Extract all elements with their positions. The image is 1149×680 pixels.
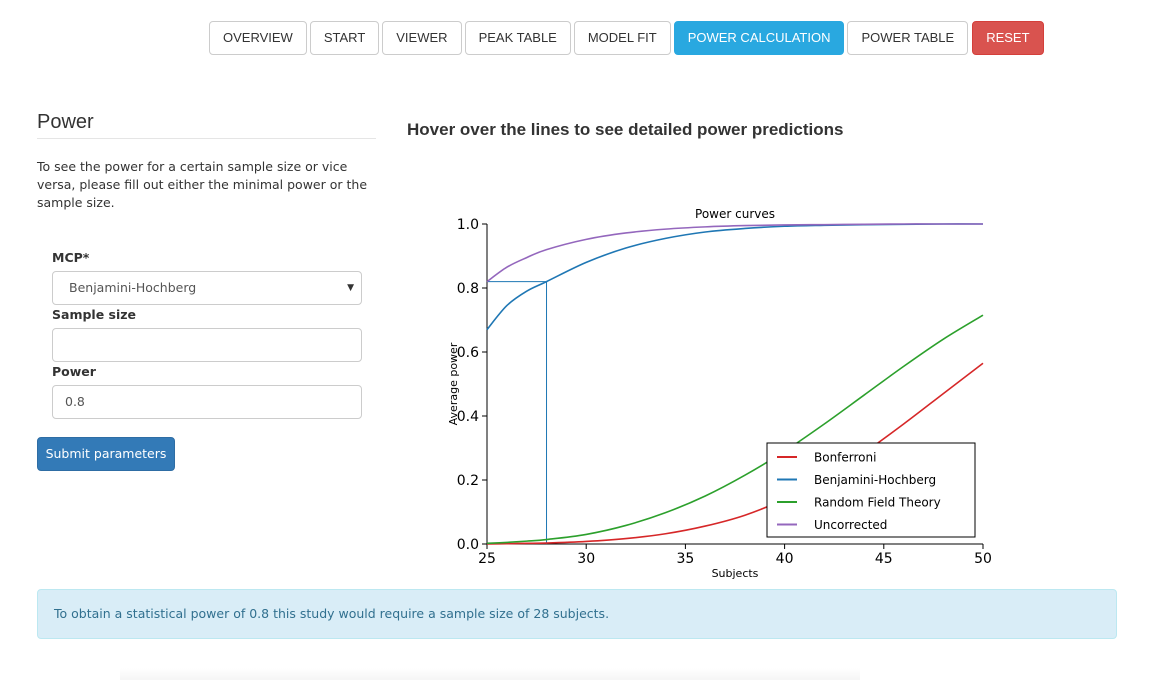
series-line-random-field-theory [486,314,984,545]
reference-line [487,281,548,544]
footer-shadow [120,668,860,680]
panel-title: Power [37,111,376,139]
x-tick-label: 50 [974,551,992,567]
x-tick-label: 30 [577,551,595,567]
y-tick-label: 1.0 [457,217,479,233]
legend-label: Random Field Theory [814,496,941,510]
power-curves-chart[interactable]: Power curves 0.0 0.2 0.4 0.6 0.8 1.0 25 30 35 40 45… [430,200,1000,585]
tab-peak-table[interactable]: PEAK TABLE [464,21,571,55]
legend-label: Uncorrected [814,518,887,532]
y-tick-label: 0.2 [457,473,479,489]
chart-title: Power curves [695,207,775,221]
plot-heading: Hover over the lines to see detailed pow… [407,120,844,139]
reset-button[interactable]: RESET [972,21,1044,55]
y-axis-label: Average power [447,342,460,425]
chart-legend [766,442,976,538]
power-input[interactable]: 0.8 [52,385,362,419]
x-tick-label: 35 [676,551,694,567]
mcp-selected-value: Benjamini-Hochberg [69,280,197,295]
mcp-select[interactable]: Benjamini-Hochberg ▼ [52,271,362,305]
series-line-bonferroni [486,362,984,545]
y-tick-label: 0.6 [457,345,479,361]
sample-size-label: Sample size [52,307,137,322]
legend-label: Bonferroni [814,451,876,465]
main-nav: OVERVIEW START VIEWER PEAK TABLE MODEL F… [209,21,1047,55]
tab-power-table[interactable]: POWER TABLE [847,21,969,55]
panel-description: To see the power for a certain sample si… [37,159,368,210]
legend-label: Benjamini-Hochberg [814,473,936,487]
submit-parameters-button[interactable]: Submit parameters [37,437,175,471]
caret-down-icon: ▼ [347,283,354,293]
power-label: Power [52,364,96,379]
tab-overview[interactable]: OVERVIEW [209,21,307,55]
sample-size-input[interactable] [52,328,362,362]
tab-power-calculation[interactable]: POWER CALCULATION [673,21,845,55]
tab-model-fit[interactable]: MODEL FIT [573,21,671,55]
tab-start[interactable]: START [309,21,380,55]
y-tick-label: 0.4 [457,409,479,425]
x-tick-label: 25 [478,551,496,567]
series-line-benjamini-hochberg [486,223,984,331]
y-tick-label: 0.8 [457,281,479,297]
series-line-uncorrected [486,223,983,283]
x-tick-label: 45 [875,551,893,567]
tab-viewer[interactable]: VIEWER [382,21,462,55]
y-tick-label: 0.0 [457,537,479,553]
x-axis-label: Subjects [712,567,759,580]
result-alert: To obtain a statistical power of 0.8 thi… [37,589,1117,639]
mcp-label: MCP* [52,250,90,265]
x-tick-label: 40 [776,551,794,567]
